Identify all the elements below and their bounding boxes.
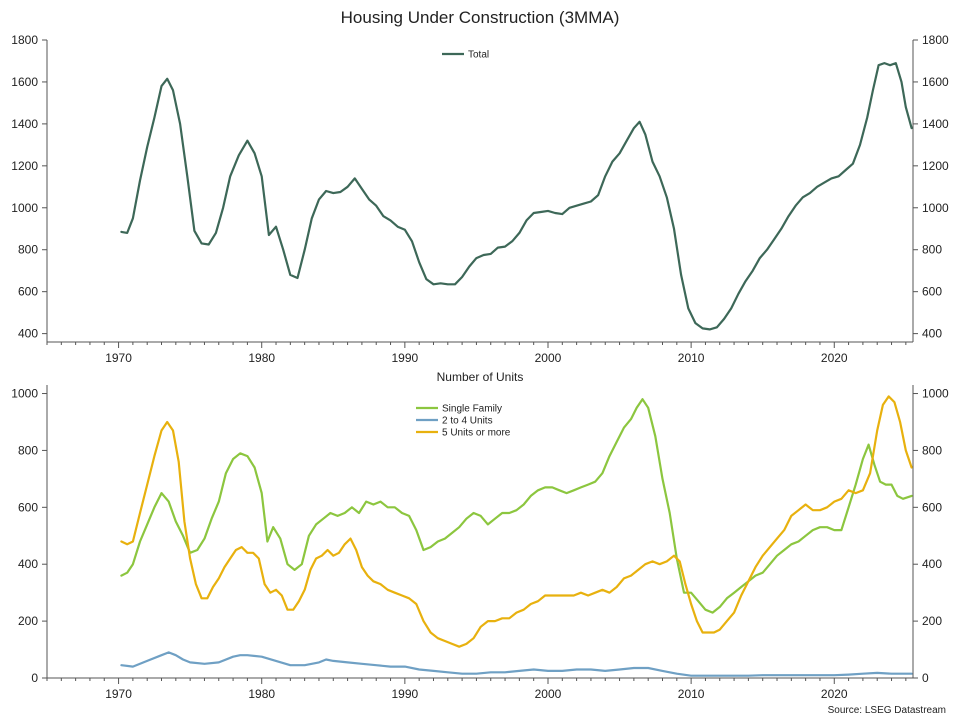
- y-tick-label-right: 600: [922, 285, 942, 299]
- y-tick-label-right: 800: [922, 443, 942, 457]
- y-tick-label-left: 600: [18, 285, 38, 299]
- y-tick-label-right: 1800: [922, 33, 949, 47]
- x-tick-label: 2020: [821, 351, 848, 365]
- y-tick-label-left: 600: [18, 500, 38, 514]
- y-tick-label-left: 400: [18, 557, 38, 571]
- y-tick-label-right: 400: [922, 557, 942, 571]
- legend-label-2: 5 Units or more: [442, 428, 511, 439]
- legend-label-1: 2 to 4 Units: [442, 416, 493, 427]
- legend-label-0: Total: [468, 50, 489, 61]
- y-tick-label-left: 1600: [11, 75, 38, 89]
- series-line-0: [120, 62, 913, 331]
- x-tick-label: 2010: [678, 351, 705, 365]
- x-tick-label: 1990: [391, 687, 418, 701]
- bottom-panel: 0 0 200 200 400 400 600 600 800 800 1000 1000 1970 19…: [11, 385, 949, 701]
- y-tick-label-left: 200: [18, 614, 38, 628]
- y-tick-label-right: 600: [922, 500, 942, 514]
- y-tick-label-left: 0: [31, 671, 38, 685]
- y-tick-label-left: 800: [18, 243, 38, 257]
- x-tick-label: 2000: [535, 351, 562, 365]
- y-tick-label-right: 1000: [922, 387, 949, 401]
- y-tick-label-left: 800: [18, 443, 38, 457]
- y-tick-label-left: 1200: [11, 159, 38, 173]
- chart-title: Housing Under Construction (3MMA): [341, 8, 620, 27]
- y-tick-label-right: 0: [922, 671, 929, 685]
- x-tick-label: 2010: [678, 687, 705, 701]
- x-tick-label: 1990: [391, 351, 418, 365]
- source-note: Source: LSEG Datastream: [828, 705, 946, 716]
- y-tick-label-left: 400: [18, 327, 38, 341]
- x-tick-label: 1970: [105, 351, 132, 365]
- x-tick-label: 1970: [105, 687, 132, 701]
- y-tick-label-right: 1400: [922, 117, 949, 131]
- series-line-1: [120, 651, 913, 677]
- bottom-panel-title: Number of Units: [437, 370, 524, 384]
- y-tick-label-left: 1000: [11, 201, 38, 215]
- x-tick-label: 2000: [535, 687, 562, 701]
- top-panel: 400 400 600 600 800 800 1000 1000 1200 1200 1400 14…: [11, 33, 949, 365]
- y-tick-label-right: 1200: [922, 159, 949, 173]
- y-tick-label-right: 1600: [922, 75, 949, 89]
- legend-label-0: Single Family: [442, 404, 502, 415]
- y-tick-label-left: 1400: [11, 117, 38, 131]
- y-tick-label-left: 1800: [11, 33, 38, 47]
- y-tick-label-left: 1000: [11, 387, 38, 401]
- series-line-0: [120, 398, 913, 614]
- series-line-2: [120, 395, 913, 648]
- x-tick-label: 1980: [248, 687, 275, 701]
- y-tick-label-right: 800: [922, 243, 942, 257]
- y-tick-label-right: 200: [922, 614, 942, 628]
- y-tick-label-right: 1000: [922, 201, 949, 215]
- x-tick-label: 1980: [248, 351, 275, 365]
- y-tick-label-right: 400: [922, 327, 942, 341]
- x-tick-label: 2020: [821, 687, 848, 701]
